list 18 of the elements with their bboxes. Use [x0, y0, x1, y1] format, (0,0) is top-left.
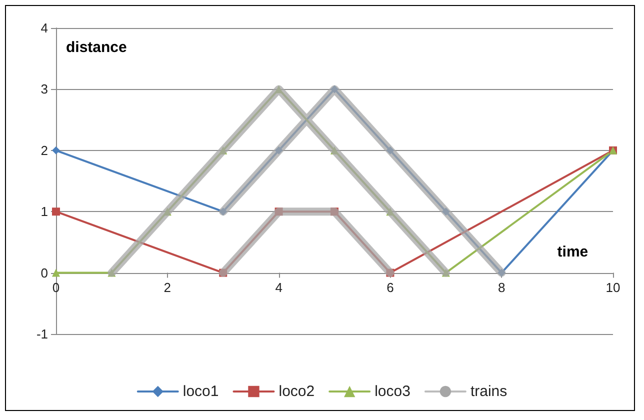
y-tick-label: 1	[40, 204, 48, 220]
x-tick-label: 6	[386, 280, 394, 295]
y-tick-label: 3	[40, 82, 48, 97]
x-tick-label: 10	[606, 280, 620, 295]
x-tick-label: 4	[275, 280, 282, 295]
legend-label: loco2	[278, 383, 315, 400]
y-axis-title: distance	[66, 39, 127, 56]
y-tick-label: 0	[40, 265, 48, 280]
x-axis-title: time	[557, 243, 588, 260]
legend-label: loco1	[182, 383, 219, 400]
y-tick-label: 4	[40, 20, 48, 36]
y-tick-label: 2	[40, 142, 48, 158]
x-tick-label: 8	[498, 280, 506, 295]
x-tick-label: 0	[52, 280, 60, 295]
legend-label: trains	[470, 383, 508, 400]
legend-label: loco3	[374, 383, 410, 400]
x-tick-label: 2	[164, 280, 172, 295]
y-tick-label: -1	[36, 326, 48, 342]
